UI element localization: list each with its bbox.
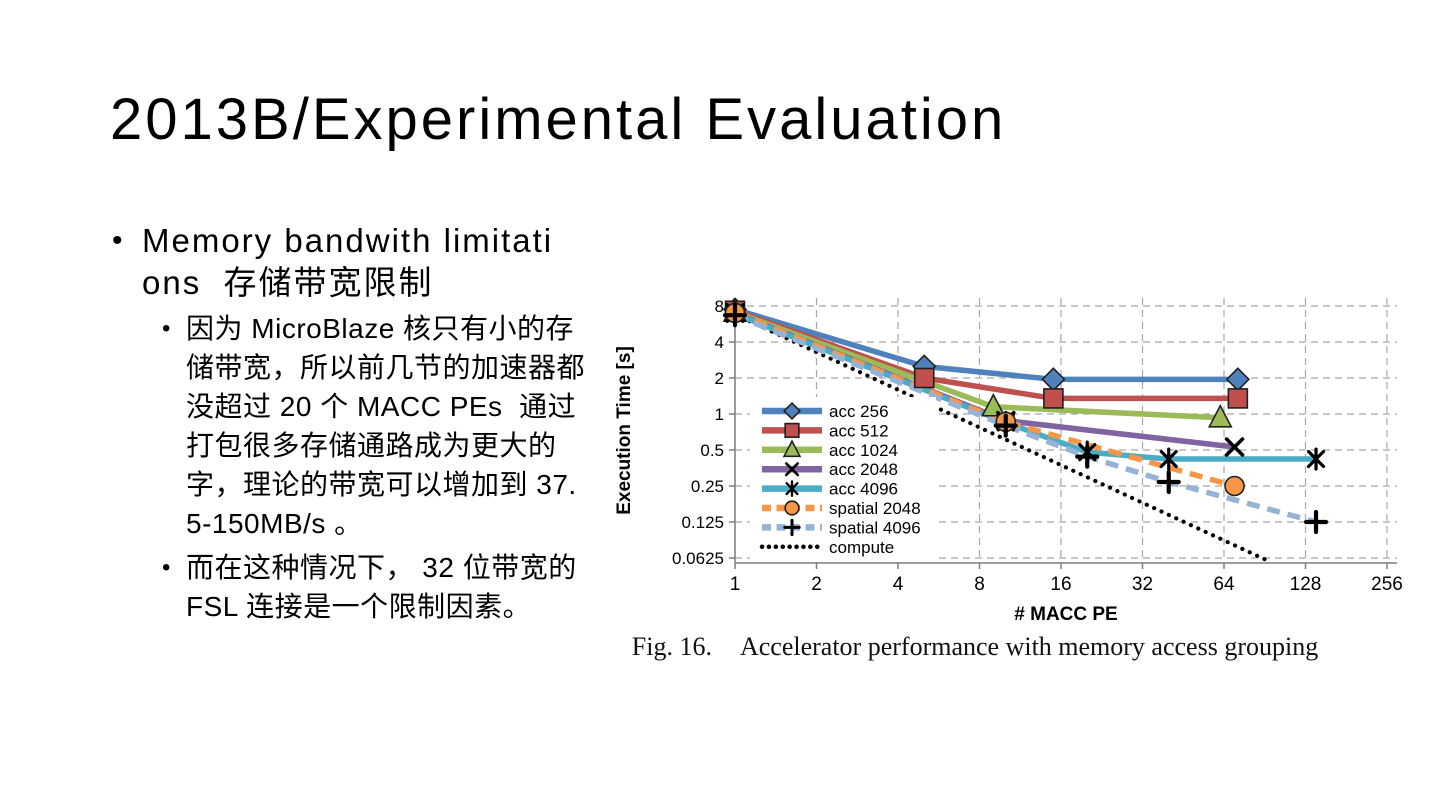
svg-text:4: 4 <box>893 574 904 595</box>
bullet-level2-item2: • 而在这种情况下， 32 位带宽的 FSL 连接是一个限制因素。 <box>162 548 586 626</box>
svg-text:0.5: 0.5 <box>700 441 724 460</box>
figure-caption-text: Accelerator performance with memory acce… <box>739 632 1319 661</box>
svg-text:16: 16 <box>1050 574 1071 595</box>
svg-text:0.125: 0.125 <box>681 513 724 532</box>
bullet-marker-icon: • <box>162 554 171 581</box>
svg-text:1: 1 <box>715 405 724 424</box>
svg-text:spatial 2048: spatial 2048 <box>829 499 921 518</box>
svg-text:acc 4096: acc 4096 <box>829 480 898 499</box>
svg-text:8: 8 <box>974 574 985 595</box>
svg-text:compute: compute <box>829 538 894 557</box>
svg-text:acc 256: acc 256 <box>829 402 889 421</box>
figure-caption-label: Fig. 16. <box>631 632 712 661</box>
bullet-list: • Memory bandwith limitations 存储带宽限制 • 因… <box>112 220 586 626</box>
bullet-marker-icon: • <box>162 315 171 342</box>
bullet-level2-text2: 而在这种情况下， 32 位带宽的 FSL 连接是一个限制因素。 <box>186 552 585 622</box>
svg-text:0.25: 0.25 <box>691 477 724 496</box>
svg-text:64: 64 <box>1213 574 1235 595</box>
svg-text:32: 32 <box>1132 574 1153 595</box>
figure-caption: Fig. 16. Accelerator performance with me… <box>600 632 1410 662</box>
bullet-level1-text: Memory bandwith limitations 存储带宽限制 <box>142 222 554 301</box>
bullet-marker-icon: • <box>112 224 123 257</box>
performance-chart: 1 2 4 8 16 32 64 128 256 8 4 2 1 0.5 0.25 0.125 0.0625 ac… <box>614 297 1403 625</box>
bullet-level2-text1: 因为 MicroBlaze 核只有小的存储带宽，所以前几节的加速器都没超过 20… <box>186 313 586 539</box>
svg-text:1: 1 <box>730 574 741 595</box>
svg-text:8: 8 <box>715 297 724 316</box>
svg-text:acc 2048: acc 2048 <box>829 460 898 479</box>
svg-text:0.0625: 0.0625 <box>672 549 724 568</box>
svg-text:2: 2 <box>811 574 822 595</box>
svg-text:acc 1024: acc 1024 <box>829 441 898 460</box>
bullet-level2-item1: • 因为 MicroBlaze 核只有小的存储带宽，所以前几节的加速器都没超过 … <box>162 309 586 543</box>
slide-title: 2013B/Experimental Evaluation <box>110 87 1007 152</box>
svg-text:4: 4 <box>715 333 724 352</box>
figure: 1 2 4 8 16 32 64 128 256 8 4 2 1 0.5 0.25 0.125 0.0625 ac… <box>600 278 1410 662</box>
svg-text:Execution Time [s]: Execution Time [s] <box>614 346 635 515</box>
svg-text:256: 256 <box>1371 574 1403 595</box>
svg-text:128: 128 <box>1290 574 1322 595</box>
svg-text:spatial 4096: spatial 4096 <box>829 518 921 537</box>
svg-text:acc 512: acc 512 <box>829 421 889 440</box>
svg-text:# MACC PE: # MACC PE <box>1014 604 1117 625</box>
svg-text:2: 2 <box>715 369 724 388</box>
bullet-level1: • Memory bandwith limitations 存储带宽限制 <box>112 220 586 304</box>
